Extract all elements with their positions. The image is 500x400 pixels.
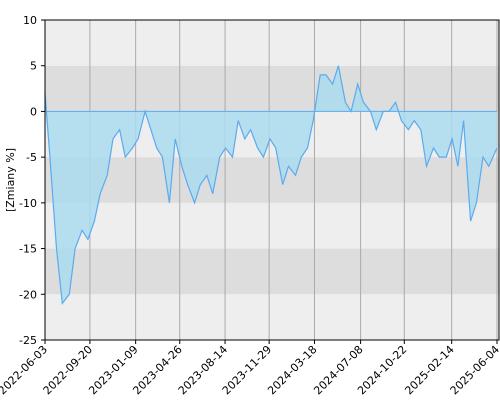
y-tick-label: -20 [19, 288, 37, 301]
band [45, 157, 499, 203]
y-tick-label: 10 [23, 14, 37, 27]
y-tick-label: 0 [30, 105, 37, 118]
y-tick-label: -25 [19, 334, 37, 347]
y-axis-label: [Zmiany %] [4, 148, 17, 212]
area [45, 65, 497, 304]
plot-frame [44, 19, 500, 341]
band [45, 20, 499, 66]
y-tick-label: -10 [19, 197, 37, 210]
line [44, 65, 498, 305]
y-tick-label: -15 [19, 243, 37, 256]
band [45, 65, 499, 112]
y-tick-label: -5 [26, 151, 37, 164]
band [45, 248, 499, 295]
band [45, 294, 499, 340]
y-tick-label: 5 [30, 60, 37, 73]
band [45, 202, 499, 249]
